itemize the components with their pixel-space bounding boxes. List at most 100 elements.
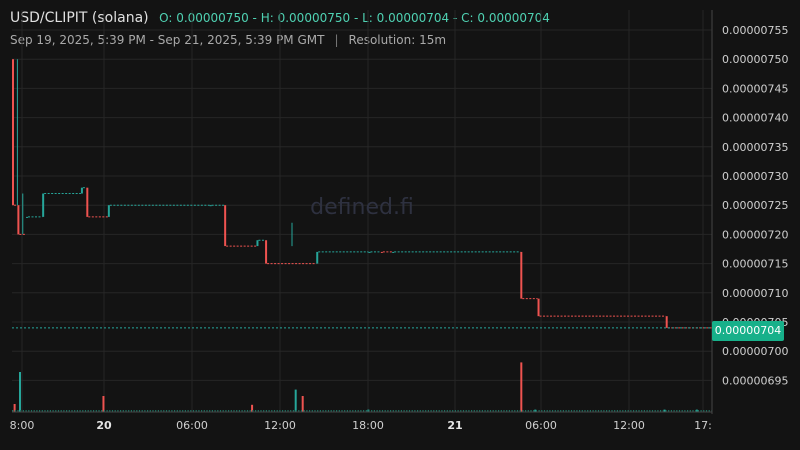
volume-base-tick xyxy=(514,410,516,412)
volume-base-tick xyxy=(176,410,178,412)
volume-base-tick xyxy=(311,410,313,412)
volume-base-tick xyxy=(692,410,694,412)
volume-base-tick xyxy=(136,410,138,412)
volume-base-tick xyxy=(371,410,373,412)
candle-body xyxy=(665,316,668,328)
volume-base-tick xyxy=(201,410,203,412)
volume-base-tick xyxy=(484,410,486,412)
volume-base-tick xyxy=(103,410,105,412)
candle-body xyxy=(107,205,110,217)
pair-name: USD/CLIPIT (solana) xyxy=(10,10,149,26)
volume-base-tick xyxy=(338,410,340,412)
volume-base-tick xyxy=(233,410,235,412)
volume-base-tick xyxy=(52,410,54,412)
volume-base-tick xyxy=(106,410,108,412)
y-tick-label: 0.00000710 xyxy=(722,287,788,300)
volume-base-tick xyxy=(268,410,270,412)
volume-base-tick xyxy=(163,410,165,412)
volume-base-tick xyxy=(376,410,378,412)
volume-base-tick xyxy=(465,410,467,412)
volume-base-tick xyxy=(109,410,111,412)
volume-base-tick xyxy=(130,410,132,412)
volume-base-tick xyxy=(627,410,629,412)
volume-base-tick xyxy=(492,410,494,412)
volume-base-tick xyxy=(498,410,500,412)
volume-base-tick xyxy=(244,410,246,412)
volume-base-tick xyxy=(93,410,95,412)
volume-base-tick xyxy=(503,410,505,412)
y-tick-label: 0.00000755 xyxy=(722,24,788,37)
volume-base-tick xyxy=(255,410,257,412)
volume-base-tick xyxy=(211,410,213,412)
x-tick-label: 06:00 xyxy=(525,419,557,432)
volume-base-tick xyxy=(257,410,259,412)
x-tick-label: 20 xyxy=(96,419,112,432)
volume-base-tick xyxy=(125,410,127,412)
volume-base-tick xyxy=(616,410,618,412)
volume-base-tick xyxy=(20,410,22,412)
candle-body xyxy=(316,251,319,264)
open-value: 0.00000750 xyxy=(176,11,249,25)
volume-base-tick xyxy=(700,410,702,412)
volume-base-tick xyxy=(55,410,57,412)
volume-base-tick xyxy=(36,410,38,412)
y-tick-label: 0.00000695 xyxy=(722,374,788,387)
volume-base-tick xyxy=(381,410,384,412)
volume-base-tick xyxy=(149,410,151,412)
volume-base-tick xyxy=(219,410,222,412)
range-separator: | xyxy=(334,33,339,47)
volume-base-tick xyxy=(230,410,232,412)
volume-base-tick xyxy=(252,410,254,412)
x-tick-label: 18:00 xyxy=(352,419,384,432)
x-tick-label: 06:00 xyxy=(176,419,208,432)
volume-bar xyxy=(301,396,304,412)
volume-base-tick xyxy=(368,410,370,412)
volume-base-tick xyxy=(168,410,170,412)
volume-base-tick xyxy=(654,410,656,412)
volume-base-tick xyxy=(90,410,92,412)
close-value: 0.00000704 xyxy=(477,11,550,25)
volume-base-tick xyxy=(319,410,321,412)
volume-base-tick xyxy=(273,410,276,412)
candle-body xyxy=(12,59,14,206)
volume-base-tick xyxy=(619,410,621,412)
volume-base-tick xyxy=(522,410,524,412)
volume-base-tick xyxy=(546,410,548,412)
y-tick-label: 0.00000750 xyxy=(722,53,788,66)
x-tick-label: 12:00 xyxy=(613,419,645,432)
volume-base-tick xyxy=(60,410,62,412)
candle-body xyxy=(80,187,83,194)
candle-body xyxy=(392,251,395,253)
volume-base-tick xyxy=(138,410,141,412)
volume-bar xyxy=(534,409,537,412)
candle-body xyxy=(224,205,227,247)
volume-base-tick xyxy=(325,410,327,412)
volume-base-tick xyxy=(155,410,157,412)
volume-base-tick xyxy=(290,410,292,412)
volume-base-tick xyxy=(395,410,397,412)
volume-base-tick xyxy=(330,410,332,412)
volume-base-tick xyxy=(33,410,35,412)
volume-base-tick xyxy=(357,410,359,412)
volume-base-tick xyxy=(160,410,162,412)
volume-base-tick xyxy=(670,410,672,412)
y-tick-label: 0.00000725 xyxy=(722,199,788,212)
volume-base-tick xyxy=(101,410,103,412)
volume-base-tick xyxy=(687,410,689,412)
volume-base-tick xyxy=(703,410,705,412)
volume-base-tick xyxy=(597,410,600,412)
volume-base-tick xyxy=(179,410,181,412)
volume-base-tick xyxy=(584,410,586,412)
volume-base-tick xyxy=(570,410,573,412)
candle-body xyxy=(368,251,371,253)
x-tick-label: 17: xyxy=(694,419,712,432)
candle-body xyxy=(209,205,212,207)
volume-base-tick xyxy=(565,410,567,412)
volume-base-tick xyxy=(624,410,627,412)
volume-base-tick xyxy=(630,410,632,412)
volume-base-tick xyxy=(495,410,497,412)
volume-base-tick xyxy=(128,410,130,412)
volume-base-tick xyxy=(576,410,578,412)
volume-base-tick xyxy=(241,410,243,412)
